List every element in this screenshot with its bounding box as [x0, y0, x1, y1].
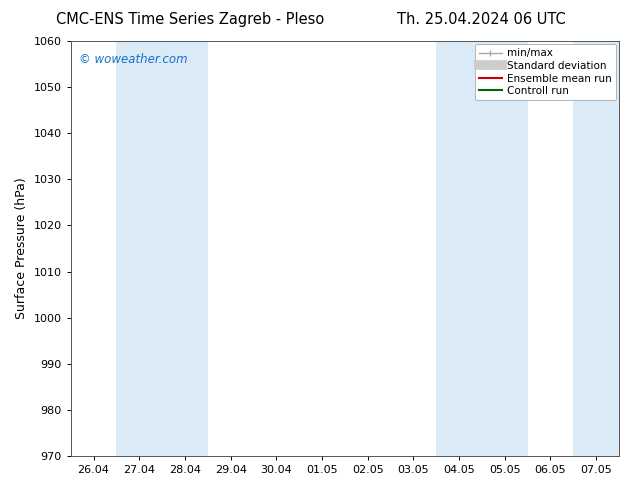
- Y-axis label: Surface Pressure (hPa): Surface Pressure (hPa): [15, 178, 28, 319]
- Bar: [117, 41, 208, 456]
- Text: CMC-ENS Time Series Zagreb - Pleso: CMC-ENS Time Series Zagreb - Pleso: [56, 12, 325, 27]
- Text: Th. 25.04.2024 06 UTC: Th. 25.04.2024 06 UTC: [398, 12, 566, 27]
- Text: © woweather.com: © woweather.com: [79, 53, 188, 67]
- Bar: [436, 41, 527, 456]
- Bar: [573, 41, 619, 456]
- Legend: min/max, Standard deviation, Ensemble mean run, Controll run: min/max, Standard deviation, Ensemble me…: [475, 44, 616, 100]
